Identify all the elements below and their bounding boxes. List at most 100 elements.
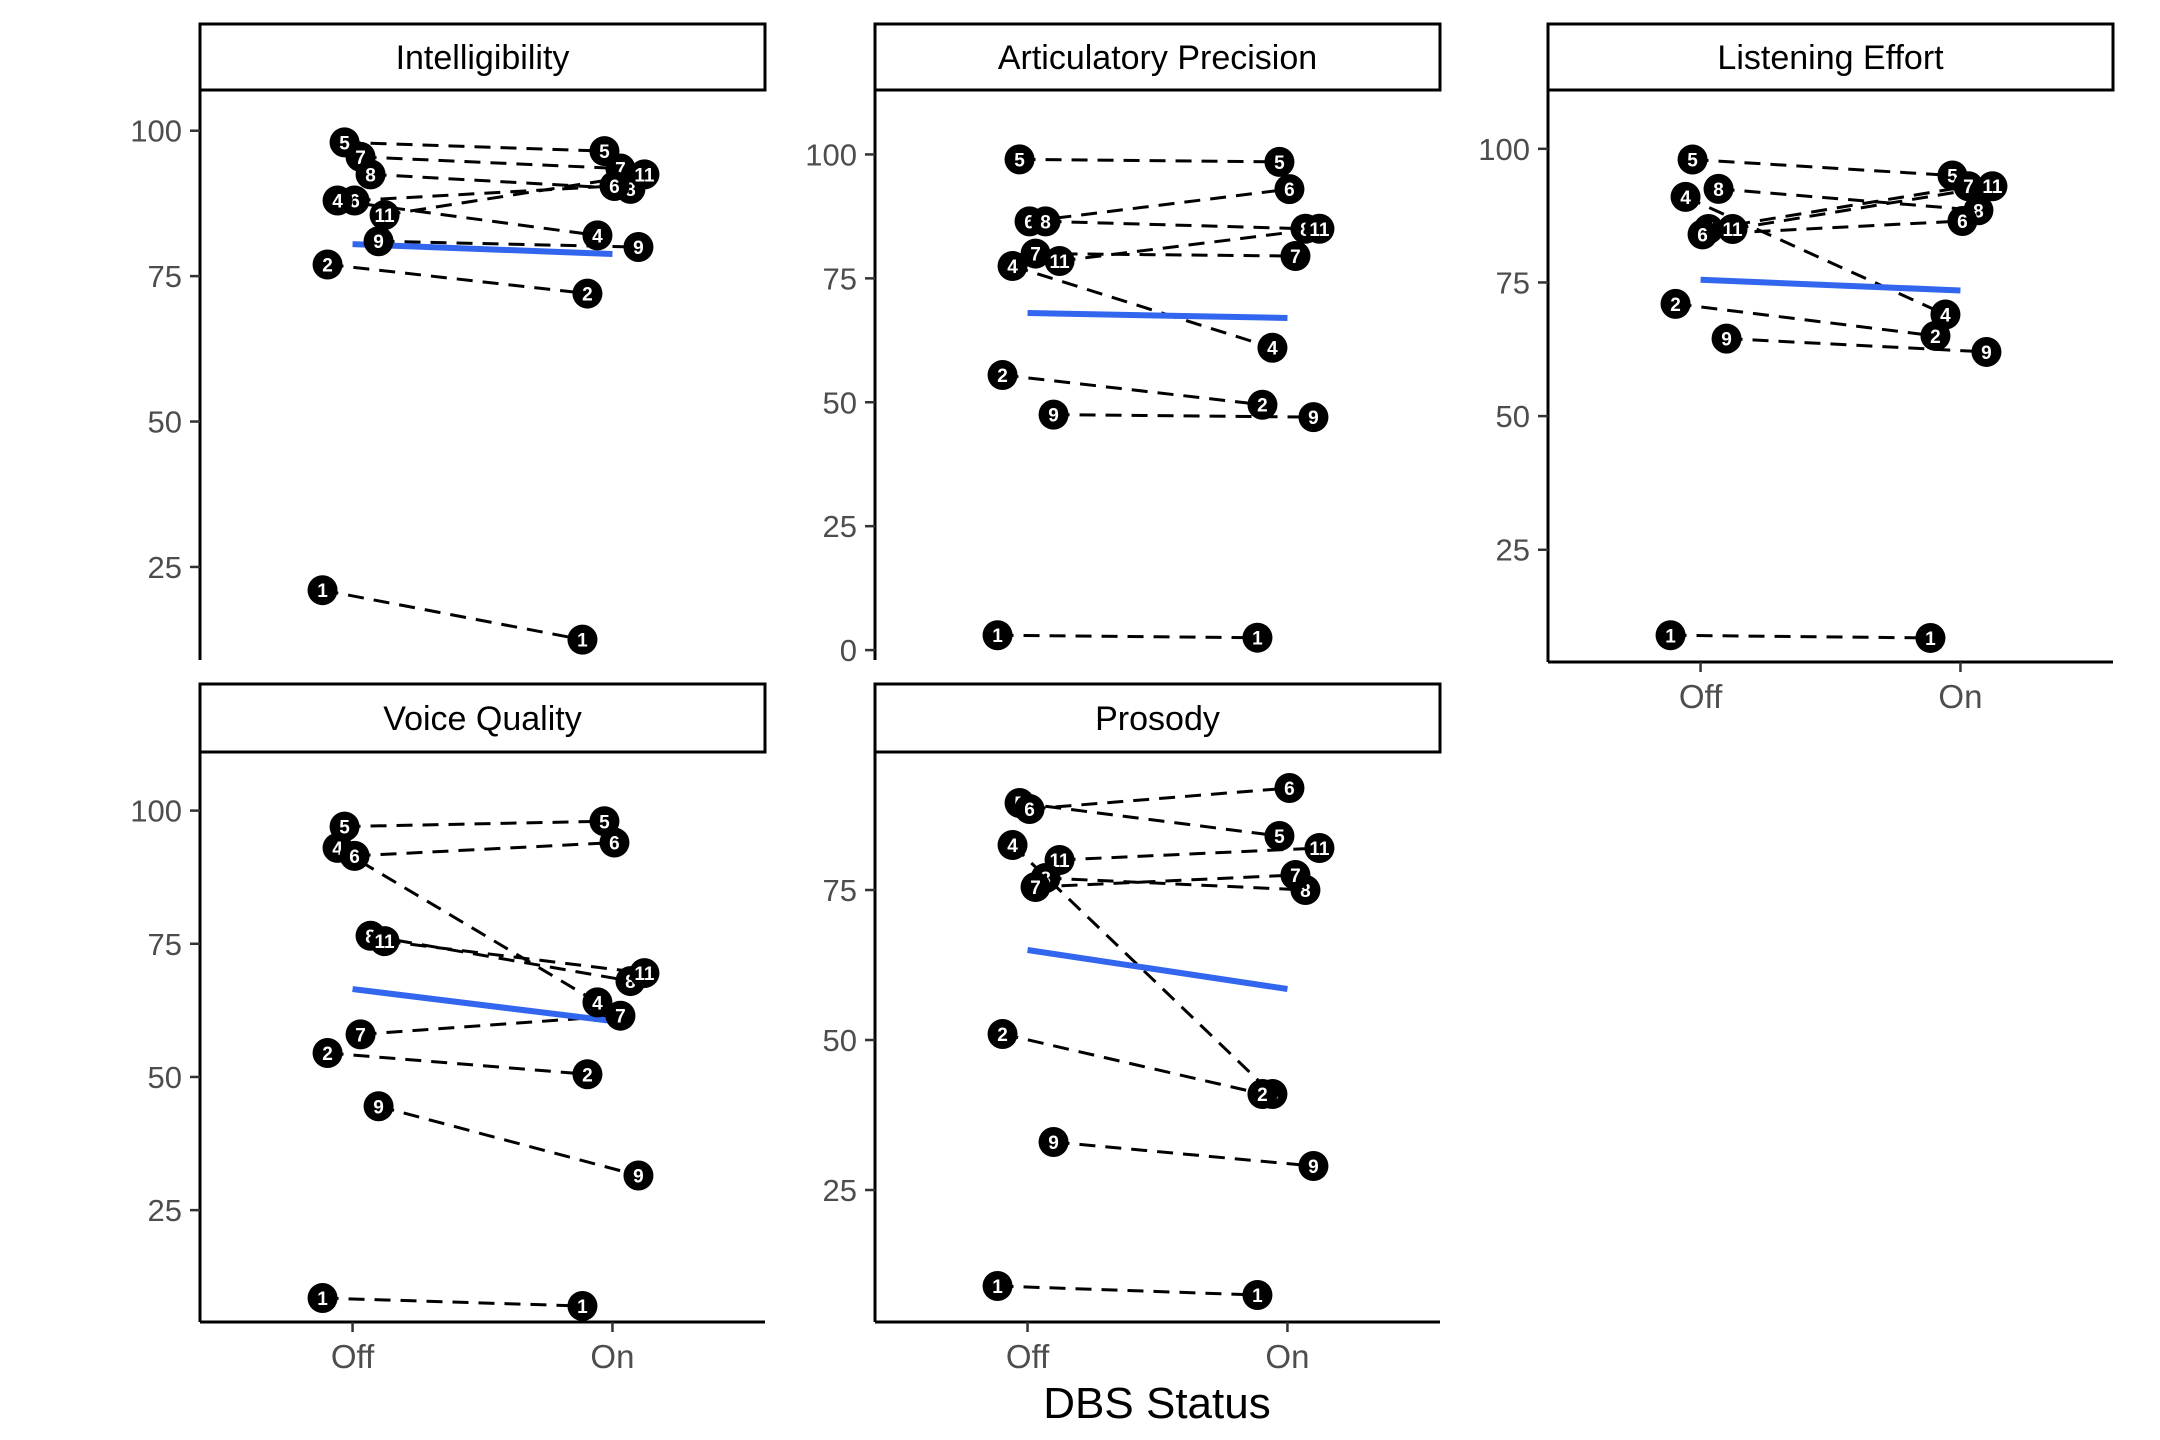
point-label-voice-quality-7-off: 7 xyxy=(355,1025,366,1046)
point-label-listening-effort-1-on: 1 xyxy=(1925,629,1936,650)
point-label-articulatory-precision-11-on: 11 xyxy=(1309,220,1330,241)
y-tick-label-intelligibility-50: 50 xyxy=(148,405,182,440)
y-tick-label-prosody-25: 25 xyxy=(823,1173,857,1208)
x-tick-label-prosody-off: Off xyxy=(1006,1338,1050,1375)
y-tick-label-listening-effort-75: 75 xyxy=(1496,265,1530,300)
facet-title-articulatory-precision: Articulatory Precision xyxy=(998,39,1317,77)
point-label-prosody-5-on: 5 xyxy=(1274,827,1285,848)
point-label-intelligibility-1-on: 1 xyxy=(577,631,588,652)
point-label-intelligibility-4-off: 4 xyxy=(332,192,343,213)
point-label-articulatory-precision-11-off: 11 xyxy=(1050,252,1071,273)
point-label-listening-effort-9-on: 9 xyxy=(1981,343,1992,364)
point-label-voice-quality-11-on: 11 xyxy=(634,964,655,985)
x-tick-label-voice-quality-off: Off xyxy=(331,1338,375,1375)
point-label-voice-quality-6-off: 6 xyxy=(349,847,360,868)
point-label-prosody-4-off: 4 xyxy=(1007,836,1018,857)
point-label-prosody-2-off: 2 xyxy=(997,1025,1008,1046)
facet-title-prosody: Prosody xyxy=(1095,700,1220,738)
point-label-prosody-6-off: 6 xyxy=(1024,800,1035,821)
y-tick-label-articulatory-precision-25: 25 xyxy=(823,509,857,544)
facet-title-voice-quality: Voice Quality xyxy=(383,700,581,738)
point-label-articulatory-precision-2-on: 2 xyxy=(1257,396,1268,417)
y-tick-label-intelligibility-25: 25 xyxy=(148,550,182,585)
point-label-articulatory-precision-7-on: 7 xyxy=(1290,247,1301,268)
point-label-listening-effort-11-off: 11 xyxy=(1723,220,1744,241)
point-label-voice-quality-1-off: 1 xyxy=(317,1289,328,1310)
x-axis-title: DBS Status xyxy=(1043,1379,1270,1428)
point-label-articulatory-precision-8-off: 8 xyxy=(1040,212,1051,233)
facet-title-intelligibility: Intelligibility xyxy=(396,39,570,77)
point-label-intelligibility-2-off: 2 xyxy=(322,255,333,276)
point-label-prosody-7-on: 7 xyxy=(1290,866,1301,887)
y-tick-label-articulatory-precision-50: 50 xyxy=(823,385,857,420)
point-label-articulatory-precision-5-off: 5 xyxy=(1014,150,1025,171)
y-tick-label-listening-effort-50: 50 xyxy=(1496,399,1530,434)
point-label-intelligibility-11-off: 11 xyxy=(375,206,396,227)
x-tick-label-listening-effort-on: On xyxy=(1938,678,1982,715)
y-tick-label-listening-effort-25: 25 xyxy=(1496,533,1530,568)
point-label-articulatory-precision-6-on: 6 xyxy=(1284,180,1295,201)
point-label-prosody-6-on: 6 xyxy=(1284,779,1295,800)
y-tick-label-articulatory-precision-75: 75 xyxy=(823,261,857,296)
point-label-prosody-9-off: 9 xyxy=(1048,1133,1059,1154)
point-label-intelligibility-8-off: 8 xyxy=(365,165,376,186)
y-tick-label-voice-quality-75: 75 xyxy=(148,927,182,962)
point-label-listening-effort-2-on: 2 xyxy=(1930,327,1941,348)
point-label-articulatory-precision-1-off: 1 xyxy=(992,626,1003,647)
point-label-voice-quality-11-off: 11 xyxy=(375,932,396,953)
point-label-voice-quality-9-on: 9 xyxy=(633,1167,644,1188)
y-tick-label-intelligibility-100: 100 xyxy=(130,114,182,149)
point-label-articulatory-precision-4-on: 4 xyxy=(1267,339,1278,360)
point-label-listening-effort-9-off: 9 xyxy=(1721,330,1732,351)
point-label-listening-effort-5-off: 5 xyxy=(1687,150,1698,171)
point-label-articulatory-precision-1-on: 1 xyxy=(1252,629,1263,650)
x-tick-label-prosody-on: On xyxy=(1265,1338,1309,1375)
point-label-intelligibility-1-off: 1 xyxy=(317,581,328,602)
y-tick-label-voice-quality-100: 100 xyxy=(130,794,182,829)
facet-title-listening-effort: Listening Effort xyxy=(1717,39,1944,77)
point-label-intelligibility-9-off: 9 xyxy=(373,232,384,253)
point-label-prosody-11-on: 11 xyxy=(1309,839,1330,860)
point-label-voice-quality-4-on: 4 xyxy=(592,993,603,1014)
point-label-intelligibility-2-on: 2 xyxy=(582,285,593,306)
point-label-listening-effort-4-off: 4 xyxy=(1680,188,1691,209)
point-label-articulatory-precision-2-off: 2 xyxy=(997,366,1008,387)
point-label-listening-effort-6-on: 6 xyxy=(1957,212,1968,233)
point-label-prosody-1-off: 1 xyxy=(992,1277,1003,1298)
point-label-intelligibility-9-on: 9 xyxy=(633,238,644,259)
point-label-articulatory-precision-9-off: 9 xyxy=(1048,406,1059,427)
point-label-voice-quality-2-on: 2 xyxy=(582,1065,593,1086)
point-label-articulatory-precision-9-on: 9 xyxy=(1308,408,1319,429)
point-label-listening-effort-8-off: 8 xyxy=(1713,180,1724,201)
point-label-voice-quality-2-off: 2 xyxy=(322,1044,333,1065)
y-tick-label-intelligibility-75: 75 xyxy=(148,259,182,294)
point-label-prosody-7-off: 7 xyxy=(1030,878,1041,899)
point-label-listening-effort-6-off: 6 xyxy=(1697,225,1708,246)
y-tick-label-articulatory-precision-100: 100 xyxy=(805,137,857,172)
point-label-listening-effort-2-off: 2 xyxy=(1670,295,1681,316)
point-label-voice-quality-9-off: 9 xyxy=(373,1097,384,1118)
y-tick-label-articulatory-precision-0: 0 xyxy=(840,633,857,668)
point-label-intelligibility-6-on: 6 xyxy=(609,177,620,198)
point-label-prosody-2-on: 2 xyxy=(1257,1085,1268,1106)
point-label-voice-quality-7-on: 7 xyxy=(615,1007,626,1028)
point-label-listening-effort-1-off: 1 xyxy=(1665,626,1676,647)
point-label-articulatory-precision-7-off: 7 xyxy=(1030,245,1041,266)
point-label-intelligibility-11-on: 11 xyxy=(634,165,655,186)
point-label-prosody-9-on: 9 xyxy=(1308,1157,1319,1178)
y-tick-label-listening-effort-100: 100 xyxy=(1478,132,1530,167)
point-label-listening-effort-11-on: 11 xyxy=(1982,177,2003,198)
point-label-voice-quality-1-on: 1 xyxy=(577,1297,588,1318)
y-tick-label-voice-quality-50: 50 xyxy=(148,1060,182,1095)
y-tick-label-prosody-50: 50 xyxy=(823,1023,857,1058)
x-tick-label-listening-effort-off: Off xyxy=(1679,678,1723,715)
y-tick-label-prosody-75: 75 xyxy=(823,873,857,908)
point-label-articulatory-precision-4-off: 4 xyxy=(1007,257,1018,278)
y-tick-label-voice-quality-25: 25 xyxy=(148,1193,182,1228)
point-label-voice-quality-6-on: 6 xyxy=(609,834,620,855)
point-label-articulatory-precision-5-on: 5 xyxy=(1274,153,1285,174)
point-label-intelligibility-4-on: 4 xyxy=(592,226,603,247)
point-label-prosody-1-on: 1 xyxy=(1252,1286,1263,1307)
x-tick-label-voice-quality-on: On xyxy=(590,1338,634,1375)
